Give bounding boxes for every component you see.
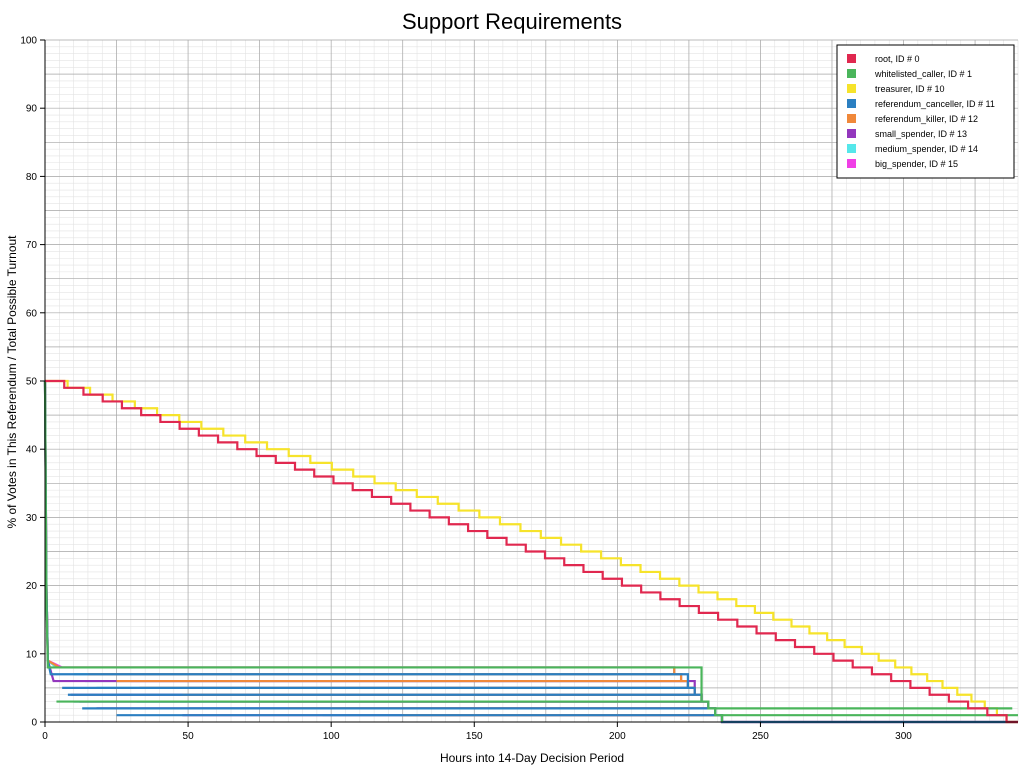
y-tick-label: 60	[26, 308, 38, 319]
legend-label[interactable]: treasurer, ID # 10	[875, 84, 945, 94]
legend-label[interactable]: referendum_killer, ID # 12	[875, 114, 978, 124]
y-tick-label: 30	[26, 513, 38, 524]
y-tick-label: 40	[26, 445, 38, 456]
series-line	[45, 379, 1018, 724]
legend-label[interactable]: big_spender, ID # 15	[875, 159, 958, 169]
series-line	[45, 379, 1018, 724]
legend-swatch[interactable]	[847, 84, 856, 93]
legend-swatch[interactable]	[847, 99, 856, 108]
chart-title: Support Requirements	[402, 9, 622, 34]
legend-swatch[interactable]	[847, 54, 856, 63]
legend-swatch[interactable]	[847, 69, 856, 78]
y-tick-labels: 0 10 20 30 40 50 60 70 80 90 100	[20, 36, 45, 729]
legend-label[interactable]: small_spender, ID # 13	[875, 129, 967, 139]
legend-label[interactable]: medium_spender, ID # 14	[875, 144, 978, 154]
x-tick-label: 300	[895, 731, 912, 742]
y-tick-label: 70	[26, 240, 38, 251]
series-line	[43, 380, 1018, 722]
legend-swatch[interactable]	[847, 114, 856, 123]
legend-label[interactable]: whitelisted_caller, ID # 1	[874, 69, 972, 79]
x-tick-label: 100	[323, 731, 340, 742]
legend-label[interactable]: referendum_canceller, ID # 11	[875, 99, 995, 109]
y-tick-label: 0	[31, 718, 37, 729]
x-tick-label: 150	[466, 731, 483, 742]
legend-box	[836, 44, 1015, 179]
x-axis-label: Hours into 14-Day Decision Period	[440, 751, 624, 765]
x-tick-label: 0	[42, 731, 48, 742]
x-tick-label: 200	[609, 731, 626, 742]
y-tick-label: 100	[20, 36, 37, 47]
legend-swatch[interactable]	[847, 129, 856, 138]
legend[interactable]: root, ID # 0 whitelisted_caller, ID # 1 tr…	[836, 44, 1015, 179]
y-tick-label: 50	[26, 377, 38, 388]
x-tick-label: 250	[752, 731, 769, 742]
legend-swatch[interactable]	[847, 159, 856, 168]
series-lines	[43, 379, 1018, 724]
y-tick-label: 90	[26, 104, 38, 115]
y-tick-label: 20	[26, 581, 38, 592]
y-tick-label: 10	[26, 649, 38, 660]
y-axis-label: % of Votes in This Referendum / Total Po…	[5, 235, 19, 529]
y-tick-label: 80	[26, 172, 38, 183]
x-tick-labels: 0 50 100 150 200 250 300	[42, 722, 912, 742]
legend-label[interactable]: root, ID # 0	[875, 54, 920, 64]
legend-swatch[interactable]	[847, 144, 856, 153]
x-tick-label: 50	[183, 731, 195, 742]
